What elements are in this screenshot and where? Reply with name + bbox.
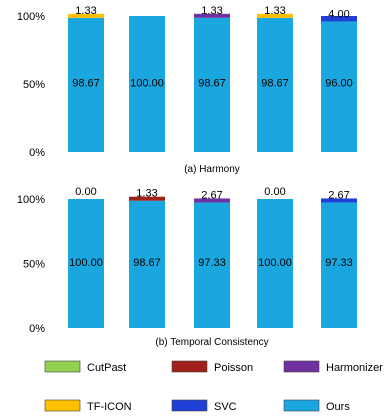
data-label: 1.33 (75, 5, 96, 17)
y-tick-label: 50% (23, 79, 45, 91)
data-label: 97.33 (325, 257, 353, 269)
bar-segment-poisson (129, 196, 165, 201)
data-label: 96.00 (325, 78, 353, 90)
legend-swatch-tf-icon (44, 399, 81, 412)
bar-segment-ours (194, 202, 230, 328)
data-label: 1.33 (201, 5, 222, 17)
data-label: 98.67 (133, 257, 161, 269)
panel-caption: (b) Temporal Consistency (155, 337, 268, 348)
legend-swatch-ours (283, 399, 320, 412)
data-label: 2.67 (328, 189, 349, 201)
legend-swatch-svc (171, 399, 208, 412)
data-label: 100.00 (258, 257, 292, 269)
legend-label-cutpast: CutPast (87, 362, 126, 374)
legend-swatch-poisson (171, 360, 208, 373)
bar-segment-harmonizer (194, 13, 230, 18)
y-tick-label: 100% (17, 194, 45, 206)
data-label: 100.00 (130, 78, 164, 90)
data-label: 100.00 (69, 257, 103, 269)
data-label: 98.67 (72, 78, 100, 90)
bar-segment-svc (321, 198, 357, 203)
bar-segment-ours (257, 17, 293, 152)
bar-segment-ours (68, 17, 104, 152)
bar-segment-ours (129, 16, 165, 152)
bar-segment-tf-icon (257, 13, 293, 18)
y-tick-label: 0% (29, 147, 45, 159)
legend-label-poisson: Poisson (214, 362, 253, 374)
data-label: 2.67 (201, 189, 222, 201)
y-tick-label: 100% (17, 11, 45, 23)
legend-label-harmonizer: Harmonizer (326, 362, 383, 374)
data-label: 4.00 (328, 8, 349, 20)
legend-label-svc: SVC (214, 401, 237, 413)
panel-caption: (a) Harmony (184, 164, 240, 175)
bar-segment-tf-icon (68, 13, 104, 18)
bar-segment-ours (321, 21, 357, 152)
bar-segment-svc (321, 16, 357, 22)
legend-swatch-cutpast (44, 360, 81, 373)
legend-label-tf-icon: TF-ICON (87, 401, 132, 413)
legend-label-ours: Ours (326, 401, 350, 413)
data-label: 97.33 (198, 257, 226, 269)
bar-segment-ours (194, 17, 230, 152)
legend-swatch-harmonizer (283, 360, 320, 373)
y-tick-label: 50% (23, 259, 45, 271)
data-label: 0.00 (75, 186, 96, 198)
bar-segment-harmonizer (194, 198, 230, 203)
data-label: 1.33 (264, 5, 285, 17)
data-label: 98.67 (198, 78, 226, 90)
data-label: 0.00 (264, 186, 285, 198)
bar-segment-ours (257, 199, 293, 328)
y-tick-label: 0% (29, 323, 45, 335)
bar-segment-ours (321, 202, 357, 328)
data-label: 98.67 (261, 78, 289, 90)
data-label: 1.33 (136, 188, 157, 200)
bar-segment-ours (129, 200, 165, 328)
bar-segment-ours (68, 199, 104, 328)
